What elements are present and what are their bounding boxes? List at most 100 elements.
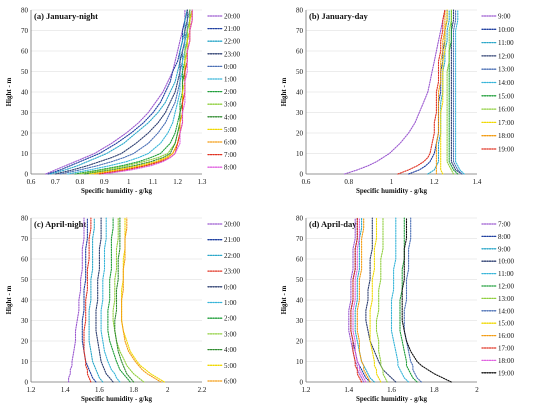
panel-title: (a) January-night [34,11,98,21]
y-tick-label: 30 [296,109,304,117]
x-tick-label: 2.2 [198,386,207,394]
series-line-400 [114,217,135,383]
series-line-1500 [369,217,382,383]
y-tick-label: 0 [25,171,29,179]
panel-c: 0 10 20 30 40 50 60 70 80 1.2 1.4 1.6 1.8 2 2.2 Specifi… [5,215,240,404]
x-tick-label: 1.4 [344,386,353,394]
legend: 9:00 10:00 11:00 12:00 13:00 14:00 15:00 16:00 1… [481,13,514,154]
series-line-1600 [356,217,371,383]
series-line-1600 [446,9,455,175]
y-tick-label: 40 [296,89,304,97]
x-tick-label: 0.9 [100,178,109,186]
y-tick-label: 0 [300,379,304,387]
legend-label: 12:00 [498,283,514,291]
y-tick-label: 10 [21,150,29,158]
legend-label: 13:00 [498,295,514,303]
panel-title: (c) April-night [34,219,86,229]
series-line-1100 [427,9,450,175]
legend-label: 6:00 [224,139,237,147]
y-axis-label: Hight - m [5,77,13,106]
panel-b: 0 10 20 30 40 50 60 70 80 0.6 0.8 1 1.2 1.4 Specific h… [280,7,514,196]
series-line-1200 [399,217,418,383]
y-tick-label: 10 [296,358,304,366]
x-tick-label: 1.2 [302,386,311,394]
y-tick-label: 20 [296,130,304,138]
x-axis-label: Specific humidity - g/kg [81,395,152,403]
x-tick-label: 1.2 [430,178,439,186]
series-line-2300 [83,217,92,383]
y-tick-label: 70 [21,27,29,35]
legend-label: 14:00 [498,79,514,87]
y-tick-label: 10 [296,150,304,158]
series-line-1900 [401,217,452,383]
y-tick-label: 60 [21,48,29,56]
y-tick-label: 80 [21,7,29,15]
y-tick-label: 60 [21,256,29,264]
y-axis-label: Hight - m [280,77,288,106]
legend-label: 22:00 [224,252,240,260]
legend-label: 11:00 [498,39,514,47]
y-tick-label: 30 [296,317,304,325]
y-tick-label: 10 [21,358,29,366]
legend-label: 4:00 [224,346,237,354]
series-line-1400 [403,217,422,383]
legend-label: 11:00 [498,270,514,278]
y-tick-label: 70 [21,235,29,243]
series-line-1700 [440,9,448,175]
legend-label: 10:00 [498,258,514,266]
y-tick-label: 40 [21,89,29,97]
x-tick-label: 1.8 [430,386,439,394]
x-tick-label: 0.7 [51,178,60,186]
legend-label: 17:00 [498,119,514,127]
series-line-600 [121,217,162,383]
x-tick-label: 0.8 [75,178,84,186]
legend-label: 7:00 [224,151,237,159]
series-line-1800 [435,9,446,175]
series-line-300 [112,217,145,383]
legend-label: 13:00 [498,66,514,74]
y-axis-label: Hight - m [5,285,13,314]
y-tick-label: 60 [296,48,304,56]
series-line-1300 [452,9,463,175]
series-line-1400 [455,9,465,175]
series-line-2100 [81,217,97,383]
series-line-2200 [88,217,104,383]
series-line-000 [95,217,114,383]
y-axis-label: Hight - m [280,285,288,314]
panel-title: (d) April-day [309,219,357,229]
x-axis-label: Specific humidity - g/kg [356,187,427,195]
legend-label: 15:00 [498,320,514,328]
x-tick-label: 0.6 [27,178,36,186]
series-line-2000 [68,217,85,383]
series-line-900 [343,9,446,175]
legend-label: 21:00 [224,25,240,33]
x-tick-label: 1.2 [27,386,36,394]
x-tick-label: 2 [475,386,479,394]
series-line-100 [100,217,121,383]
y-tick-label: 80 [296,215,304,223]
x-tick-label: 0.6 [302,178,311,186]
x-tick-label: 1.1 [149,178,158,186]
series-line-1100 [390,217,410,383]
legend-label: 19:00 [498,146,514,154]
legend-label: 3:00 [224,330,237,338]
legend-label: 5:00 [224,126,237,134]
legend-label: 21:00 [224,236,240,244]
series-line-100 [67,9,191,175]
x-tick-label: 1 [127,178,131,186]
legend-label: 8:00 [498,233,511,241]
x-axis-label: Specific humidity - g/kg [356,395,427,403]
legend-label: 22:00 [224,38,240,46]
legend-label: 8:00 [224,164,237,172]
legend-label: 10:00 [498,26,514,34]
series-line-200 [107,217,131,383]
legend-label: 6:00 [224,378,237,386]
series-line-400 [84,9,193,175]
series-line-2000 [45,9,186,175]
legend-label: 23:00 [224,50,240,58]
legend-label: 9:00 [498,245,511,253]
x-tick-label: 1 [390,178,394,186]
panel-title: (b) January-day [309,11,369,21]
legend-label: 18:00 [498,132,514,140]
